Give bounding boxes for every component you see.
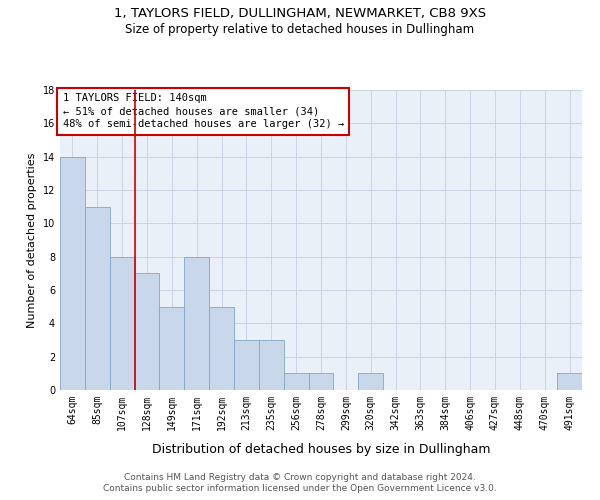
Bar <box>60 156 85 390</box>
Bar <box>134 274 160 390</box>
Bar <box>259 340 284 390</box>
Text: Size of property relative to detached houses in Dullingham: Size of property relative to detached ho… <box>125 22 475 36</box>
Bar <box>308 374 334 390</box>
Bar <box>85 206 110 390</box>
Text: 1 TAYLORS FIELD: 140sqm
← 51% of detached houses are smaller (34)
48% of semi-de: 1 TAYLORS FIELD: 140sqm ← 51% of detache… <box>62 93 344 130</box>
Text: Contains HM Land Registry data © Crown copyright and database right 2024.: Contains HM Land Registry data © Crown c… <box>124 472 476 482</box>
Bar <box>110 256 134 390</box>
Text: 1, TAYLORS FIELD, DULLINGHAM, NEWMARKET, CB8 9XS: 1, TAYLORS FIELD, DULLINGHAM, NEWMARKET,… <box>114 8 486 20</box>
Text: Distribution of detached houses by size in Dullingham: Distribution of detached houses by size … <box>152 442 490 456</box>
Bar <box>557 374 582 390</box>
Bar <box>209 306 234 390</box>
Bar <box>284 374 308 390</box>
Y-axis label: Number of detached properties: Number of detached properties <box>27 152 37 328</box>
Bar <box>234 340 259 390</box>
Bar <box>160 306 184 390</box>
Text: Contains public sector information licensed under the Open Government Licence v3: Contains public sector information licen… <box>103 484 497 493</box>
Bar <box>358 374 383 390</box>
Bar <box>184 256 209 390</box>
